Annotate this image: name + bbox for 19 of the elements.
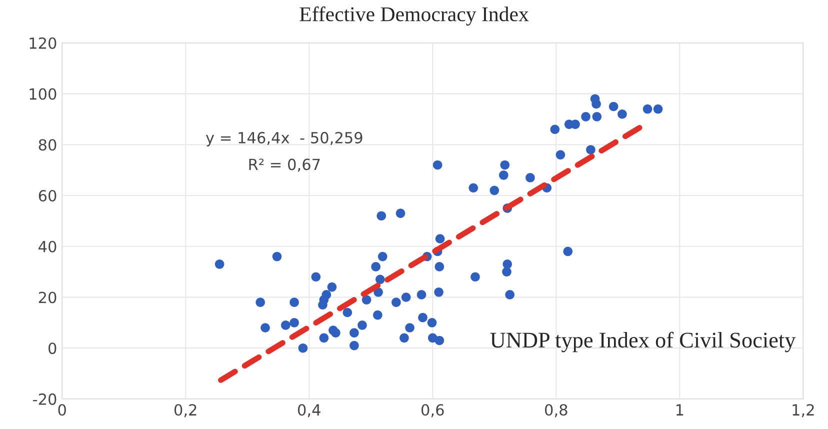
x-tick-label: 0,2	[174, 404, 196, 418]
y-tick-label: 40	[38, 240, 56, 252]
y-tick-label: 0	[48, 342, 56, 354]
x-tick-label: 0	[58, 404, 66, 416]
x-tick-label: 1	[676, 404, 684, 416]
x-tick-label: 0,8	[545, 404, 568, 418]
x-axis-title: UNDP type Index of Civil Society	[490, 332, 796, 352]
y-tick-label: 80	[38, 139, 56, 151]
y-tick-label: 60	[38, 190, 56, 202]
annotation: R² = 0,67	[249, 158, 320, 172]
y-tick-label: 100	[30, 88, 56, 100]
chart-title: Effective Democracy Index	[300, 6, 529, 26]
y-tick-label: -20	[33, 393, 56, 405]
annotation: y = 146,4x - 50,259	[206, 132, 362, 146]
x-tick-label: 1,2	[792, 404, 814, 418]
y-tick-label: 120	[30, 37, 56, 49]
y-tick-label: 20	[38, 292, 56, 304]
x-tick-label: 0,4	[298, 404, 320, 418]
x-tick-label: 0,6	[421, 404, 444, 418]
